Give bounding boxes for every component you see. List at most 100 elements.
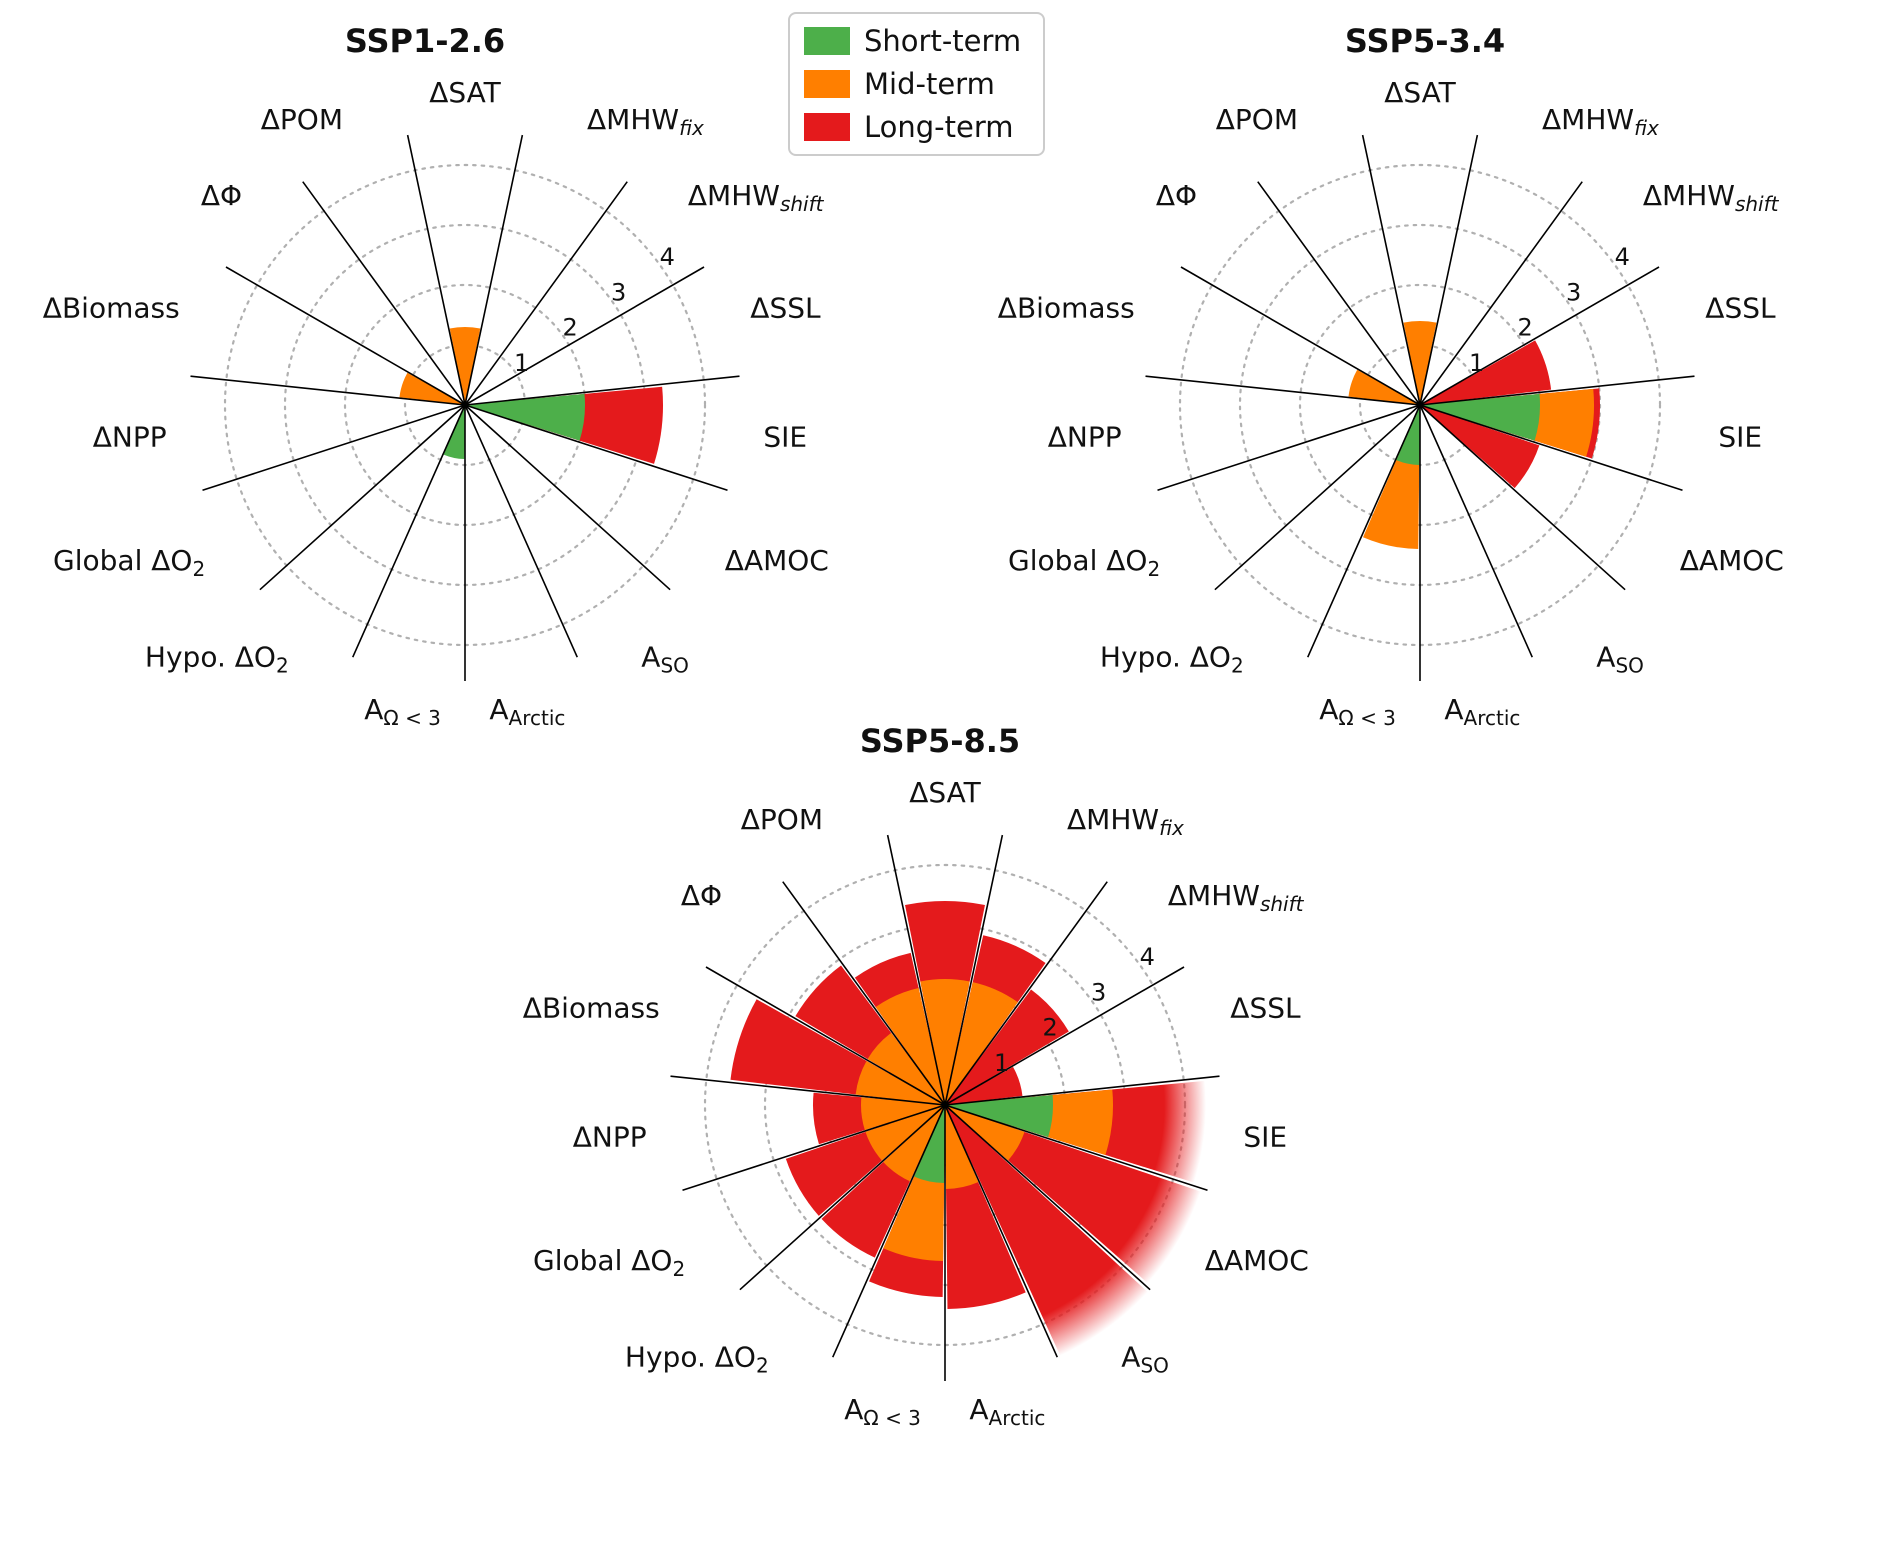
axis-label: Global ΔO2	[53, 544, 205, 581]
spoke-line	[1257, 181, 1421, 406]
axis-label: ASO	[641, 640, 689, 677]
wedge-mid-term	[945, 1105, 979, 1189]
wedge-mid-term	[883, 1105, 945, 1182]
axis-label-main: A	[1444, 693, 1463, 726]
axis-label: ΔPOM	[1216, 103, 1298, 136]
spoke-line	[670, 1075, 946, 1106]
spoke-line	[406, 134, 466, 406]
spoke-line	[886, 834, 946, 1106]
axis-label-subscript: SO	[660, 653, 688, 677]
spoke-line	[1307, 404, 1421, 658]
axis-label-main: A	[969, 1393, 988, 1426]
axis-label-main: ΔSAT	[909, 776, 981, 809]
spoke-line	[1419, 134, 1479, 406]
axis-label: ΔSSL	[1230, 992, 1301, 1025]
axis-label: ΔSSL	[1705, 292, 1776, 325]
wedge-long-term	[945, 989, 1069, 1105]
axis-label: AArctic	[969, 1393, 1045, 1430]
wedge-long-term	[945, 1066, 1023, 1105]
spoke-line	[259, 404, 466, 591]
axis-label: ΔMHWshift	[1168, 879, 1305, 916]
spoke-line	[1419, 181, 1583, 406]
radial-tick-label: 2	[1518, 314, 1533, 342]
axis-label-main: ΔMHW	[1643, 179, 1735, 212]
axis-label-main: A	[489, 693, 508, 726]
legend-swatch	[804, 27, 850, 55]
chart-title: SSP5-8.5	[860, 722, 1020, 760]
axis-label: ΔSAT	[1384, 76, 1456, 109]
spoke-line	[352, 404, 466, 658]
axis-label: ΔSAT	[909, 776, 981, 809]
axis-label-subscript: SO	[1140, 1353, 1168, 1377]
chart-title: SSP1-2.6	[345, 22, 505, 60]
spoke-line	[782, 881, 946, 1106]
spoke-line	[464, 404, 578, 658]
axis-label-subscript: Ω < 3	[863, 1406, 920, 1430]
wedge-mid-term	[865, 1105, 945, 1161]
axis-label-main: ΔMHW	[587, 103, 679, 136]
radial-tick-label: 1	[1469, 349, 1484, 377]
axis-label-main: ΔSAT	[1384, 76, 1456, 109]
spoke-line	[464, 134, 524, 406]
wedge-short-term	[1420, 393, 1541, 441]
axis-label-main: ΔΦ	[1156, 179, 1197, 212]
spoke-line	[464, 404, 728, 492]
axis-label-subscript: fix	[1159, 816, 1184, 840]
axis-label: ΔBiomass	[523, 992, 660, 1025]
legend-swatch	[804, 113, 850, 141]
axis-label: ΔBiomass	[998, 292, 1135, 325]
axis-label-main: ΔBiomass	[998, 292, 1135, 325]
axis-label-main: Global ΔO	[533, 1244, 672, 1277]
axis-label-main: Global ΔO	[1008, 544, 1147, 577]
spoke-line	[302, 181, 466, 406]
axis-label: ΔPOM	[741, 803, 823, 836]
axis-label-main: ΔPOM	[741, 803, 823, 836]
axis-label-subscript: 2	[756, 1353, 769, 1377]
radial-tick-label: 1	[514, 349, 529, 377]
wedge-short-term	[914, 1105, 945, 1183]
axis-label-main: A	[844, 1393, 863, 1426]
spoke-line	[832, 1104, 946, 1358]
axis-label-main: A	[1121, 1340, 1140, 1373]
wedge-mid-term	[399, 372, 465, 405]
legend-item: Long-term	[804, 110, 1021, 144]
axis-label-main: ΔMHW	[1542, 103, 1634, 136]
spoke-line	[1361, 134, 1421, 406]
radial-tick-label: 2	[563, 314, 578, 342]
axis-label-main: ΔAMOC	[1680, 544, 1784, 577]
radial-tick-label: 3	[611, 278, 626, 306]
axis-label: ΔMHWshift	[688, 179, 825, 216]
axis-label-main: A	[364, 693, 383, 726]
wedge-long-term	[1420, 405, 1540, 489]
wedge-mid-term	[1348, 369, 1420, 405]
spoke-line	[944, 1104, 1208, 1192]
axis-label-main: ΔNPP	[573, 1121, 647, 1154]
radial-tick-label: 1	[994, 1049, 1009, 1077]
spoke-line	[682, 1104, 946, 1192]
wedge-mid-term	[1403, 321, 1437, 405]
radial-tick-label: 4	[660, 243, 675, 271]
axis-label-main: SIE	[1718, 421, 1762, 454]
axis-label-subscript: fix	[1634, 116, 1659, 140]
spoke-line	[1419, 404, 1683, 492]
axis-label-main: ΔΦ	[201, 179, 242, 212]
axis-label-main: ΔPOM	[261, 103, 343, 136]
axis-label-subscript: 2	[192, 557, 205, 581]
axis-label-main: Hypo. ΔO	[145, 640, 276, 673]
axis-label-main: ΔSSL	[1705, 292, 1776, 325]
wedge-short-term	[465, 393, 586, 441]
axis-label-main: ΔBiomass	[523, 992, 660, 1025]
axis-label: ΔMHWfix	[1542, 103, 1659, 140]
axis-label: ΔAMOC	[1205, 1244, 1309, 1277]
wedge-mid-term	[855, 1060, 945, 1105]
axis-label-main: ΔSSL	[750, 292, 821, 325]
axis-label-main: A	[1596, 640, 1615, 673]
wedge-long-term	[1420, 340, 1552, 405]
axis-label-main: ΔBiomass	[43, 292, 180, 325]
axis-label: SIE	[763, 421, 807, 454]
axis-label-main: SIE	[763, 421, 807, 454]
axis-label: ΔBiomass	[43, 292, 180, 325]
axis-label-main: ΔΦ	[681, 879, 722, 912]
spoke-line	[944, 1075, 1220, 1106]
wedge-mid-term	[867, 1032, 945, 1105]
